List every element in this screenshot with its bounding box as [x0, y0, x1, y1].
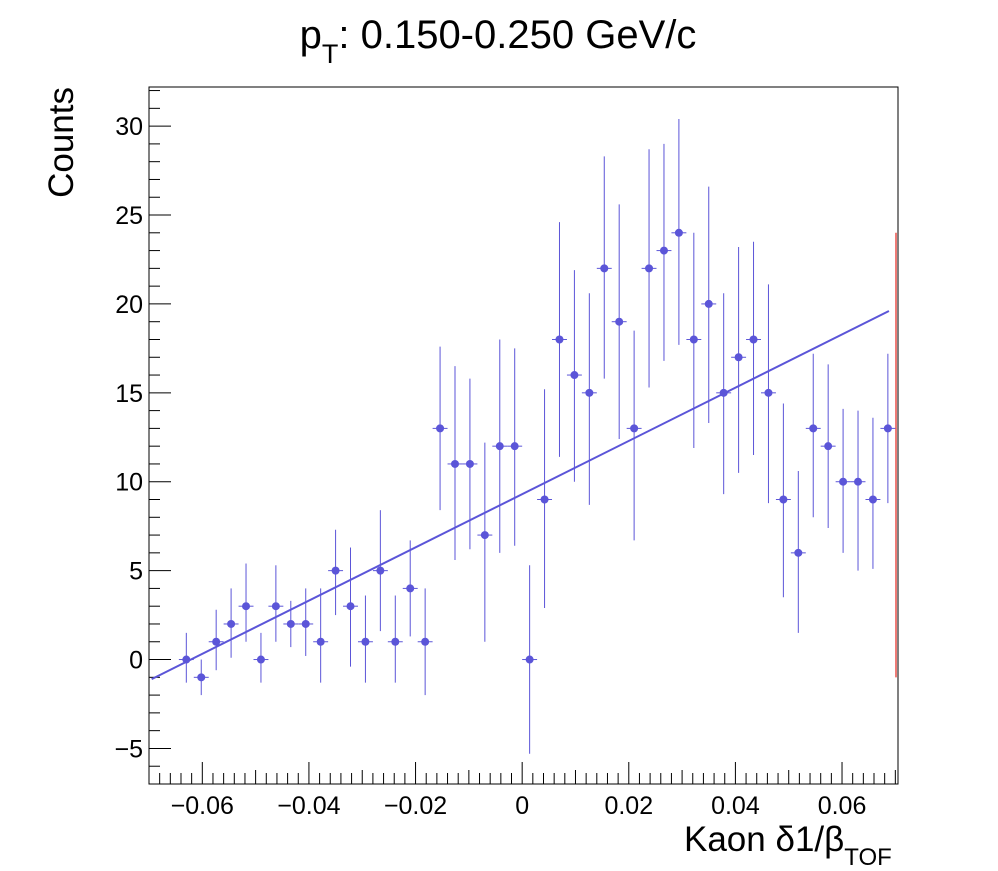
data-point — [421, 637, 430, 646]
data-point — [286, 619, 295, 628]
y-tick-label: −5 — [114, 735, 143, 763]
data-point — [450, 459, 459, 468]
data-point — [883, 424, 892, 433]
x-tick-labels: −0.06 −0.04 −0.02 0 0.02 0.04 0.06 — [171, 792, 867, 820]
y-axis-label: Counts — [42, 87, 81, 198]
data-point — [495, 442, 504, 451]
data-point — [346, 602, 355, 611]
data-point — [764, 388, 773, 397]
data-point — [227, 619, 236, 628]
data-point — [600, 264, 609, 273]
data-point — [242, 602, 251, 611]
data-point — [585, 388, 594, 397]
y-ticks — [149, 90, 171, 785]
data-point — [212, 637, 221, 646]
data-point — [301, 619, 310, 628]
data-point — [182, 655, 191, 664]
data-point — [809, 424, 818, 433]
data-point — [316, 637, 325, 646]
x-ticks — [148, 762, 896, 784]
x-tick-label: 0.04 — [711, 792, 760, 820]
data-point — [645, 264, 654, 273]
data-point — [197, 673, 206, 682]
data-point — [465, 459, 474, 468]
data-point — [854, 477, 863, 486]
y-tick-label: 15 — [115, 380, 143, 408]
y-tick-labels: −5 0 5 10 15 20 25 30 — [114, 113, 143, 763]
data-point — [570, 371, 579, 380]
y-tick-label: 30 — [115, 113, 143, 141]
chart-title-subscript: T — [322, 39, 339, 69]
data-point — [331, 566, 340, 575]
data-point — [689, 335, 698, 344]
data-point — [510, 442, 519, 451]
x-tick-label: −0.04 — [277, 792, 340, 820]
fit-line — [151, 310, 890, 680]
x-tick-label: 0 — [515, 792, 529, 820]
x-tick-label: 0.02 — [604, 792, 653, 820]
y-tick-label: 25 — [115, 202, 143, 230]
data-point — [794, 548, 803, 557]
data-point — [361, 637, 370, 646]
x-axis-label-subscript: TOF — [844, 844, 892, 871]
y-tick-label: 20 — [115, 291, 143, 319]
data-point — [868, 495, 877, 504]
data-point — [376, 566, 385, 575]
fit-group — [151, 310, 890, 680]
data-point — [540, 495, 549, 504]
y-tick-label: 10 — [115, 469, 143, 497]
x-tick-label: −0.02 — [384, 792, 447, 820]
data-point — [734, 353, 743, 362]
chart-title-prefix: p — [300, 13, 322, 57]
data-point — [839, 477, 848, 486]
data-point — [630, 424, 639, 433]
data-points — [178, 119, 896, 754]
data-point — [749, 335, 758, 344]
chart-title: pT: 0.150-0.250 GeV/c — [300, 13, 697, 69]
y-tick-label: 5 — [129, 558, 143, 586]
data-point — [406, 584, 415, 593]
data-point — [719, 388, 728, 397]
data-point — [391, 637, 400, 646]
x-tick-label: −0.06 — [171, 792, 234, 820]
data-point — [824, 442, 833, 451]
data-point — [525, 655, 534, 664]
data-point — [779, 495, 788, 504]
y-tick-label: 0 — [129, 647, 143, 675]
data-point — [704, 299, 713, 308]
x-axis-label-main: Kaon δ1/β — [684, 820, 844, 859]
data-point — [659, 246, 668, 255]
data-point — [555, 335, 564, 344]
x-tick-label: 0.06 — [818, 792, 867, 820]
data-point — [674, 228, 683, 237]
data-point — [256, 655, 265, 664]
data-point — [480, 531, 489, 540]
plot-frame — [148, 86, 899, 785]
chart-title-suffix: : 0.150-0.250 GeV/c — [338, 13, 696, 57]
data-point — [615, 317, 624, 326]
data-point — [271, 602, 280, 611]
data-point — [436, 424, 445, 433]
x-axis-label: Kaon δ1/βTOF — [684, 820, 892, 871]
